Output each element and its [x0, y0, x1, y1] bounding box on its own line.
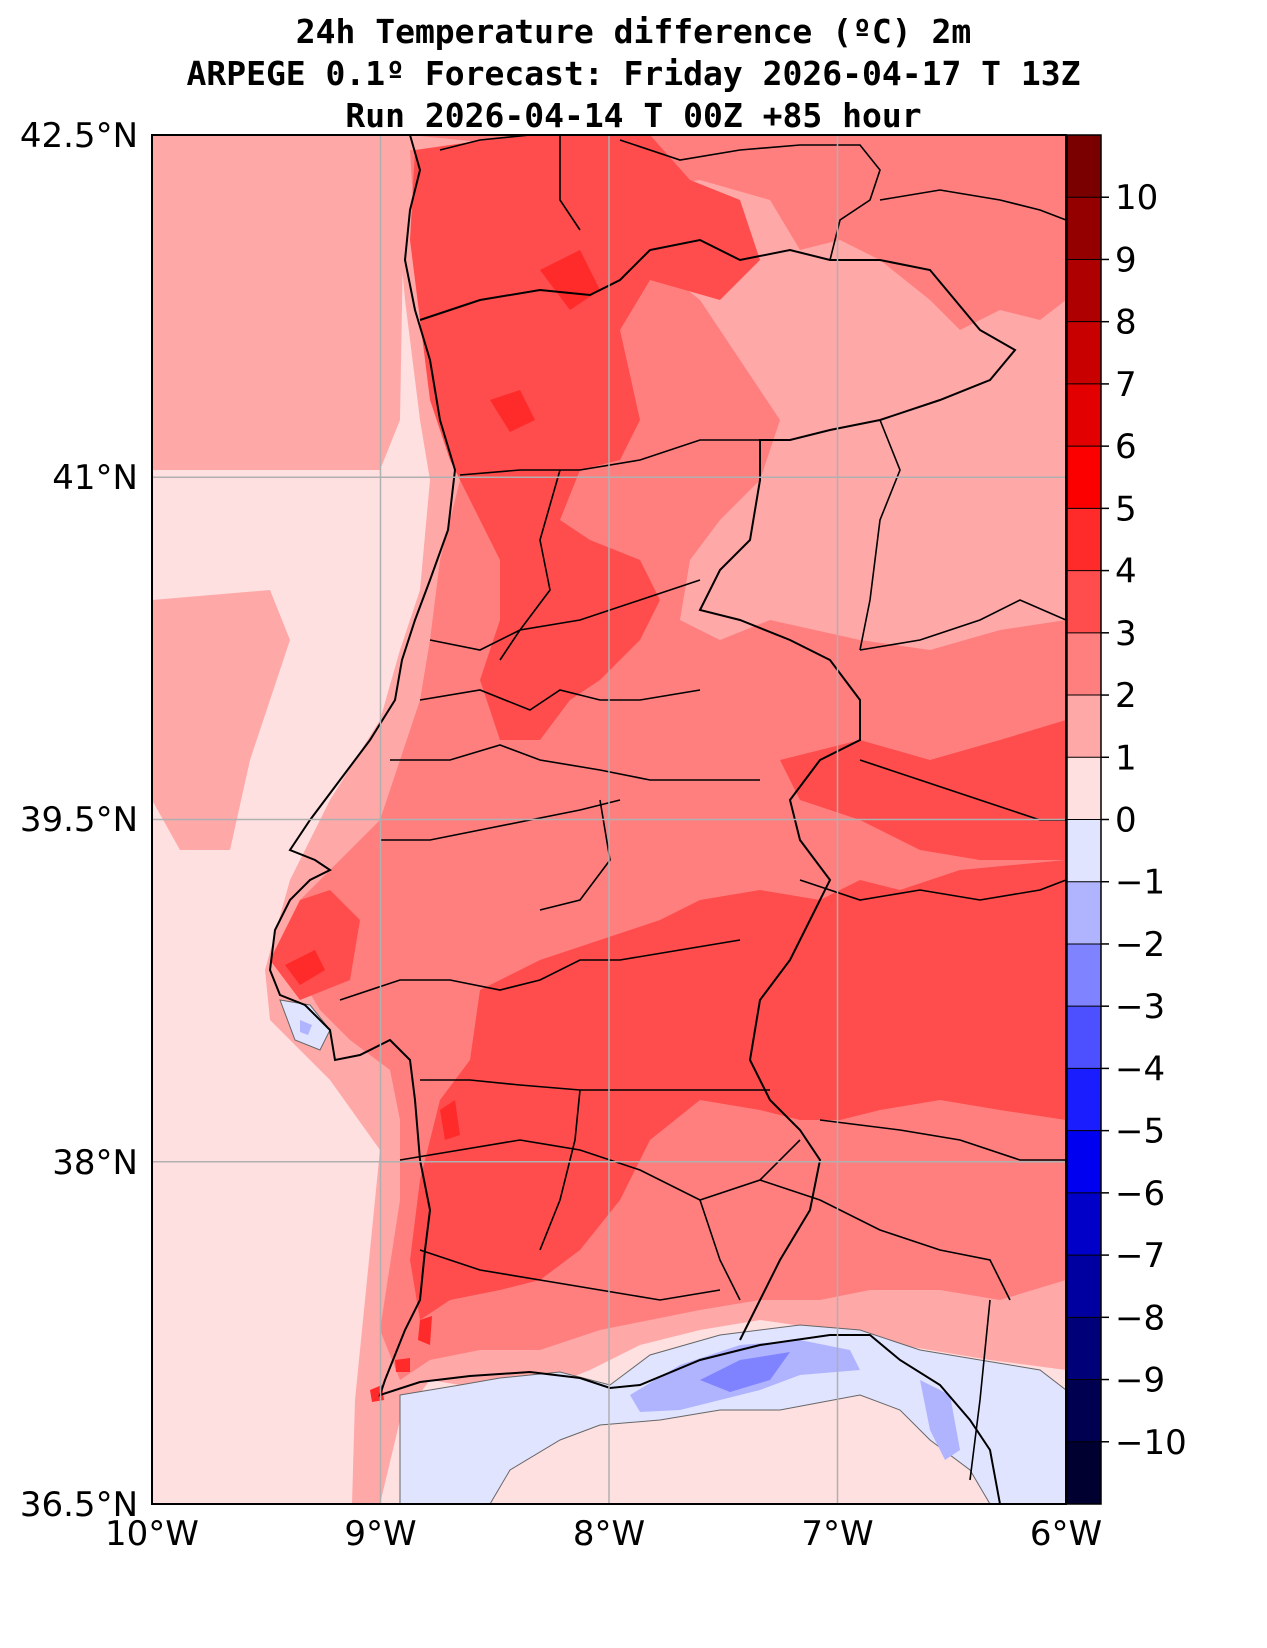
colorbar-label: −8 — [1115, 1298, 1165, 1338]
field-neg-1-2-east — [920, 1380, 960, 1460]
colorbar-label: −6 — [1115, 1174, 1165, 1214]
field-neg-2-3-south — [700, 1352, 790, 1392]
colorbar-band — [1067, 1379, 1101, 1443]
colorbar-label: 2 — [1115, 676, 1137, 716]
colorbar-band — [1067, 819, 1101, 883]
lat-label: 38°N — [52, 1143, 138, 1183]
lat-label: 39.5°N — [20, 800, 138, 840]
colorbar-label: 1 — [1115, 738, 1137, 778]
portugal-spain-border — [419, 238, 1017, 1341]
colorbar-label: −2 — [1115, 925, 1165, 965]
field-land-3-4-north — [410, 135, 760, 740]
colorbar-band — [1067, 1255, 1101, 1318]
colorbar-label: −10 — [1115, 1423, 1187, 1463]
colorbar-label: −9 — [1115, 1361, 1165, 1401]
map-title-line-1: 24h Temperature difference (ºC) 2m — [295, 12, 972, 51]
colorbar-label: −3 — [1115, 987, 1165, 1027]
gridlines — [152, 135, 1066, 1504]
lat-labels: 42.5°N 41°N 39.5°N 38°N 36.5°N — [20, 116, 138, 1525]
map-frame — [151, 134, 1067, 1505]
colorbar-label: 8 — [1115, 303, 1137, 343]
colorbar-label: 7 — [1115, 365, 1137, 405]
field-land-4-5-b — [490, 390, 535, 432]
colorbar-label: −7 — [1115, 1236, 1165, 1276]
map-title-line-3: Run 2026-04-14 T 00Z +85 hour — [345, 96, 922, 135]
colorbar-label: −4 — [1115, 1049, 1165, 1089]
colorbar-band — [1067, 1130, 1101, 1194]
field-land-3-4-east — [780, 720, 1066, 860]
field-land-4-5-d — [440, 1100, 460, 1140]
colorbar-band — [1067, 1068, 1101, 1132]
colorbar-band — [1067, 197, 1101, 260]
field-neg-0-1-south — [399, 1324, 1066, 1504]
colorbar-label: −1 — [1115, 863, 1165, 903]
map-title-line-2: ARPEGE 0.1º Forecast: Friday 2026-04-17 … — [186, 54, 1081, 93]
colorbar-band — [1067, 1317, 1101, 1381]
colorbar-band — [1067, 1441, 1101, 1505]
field-land-4-5-e — [418, 1316, 432, 1345]
field-land-4-5-g — [395, 1358, 410, 1372]
colorbar-band — [1067, 135, 1101, 198]
field-ocean-warm-west — [152, 590, 290, 850]
colorbar-label: 3 — [1115, 614, 1137, 654]
field-ocean-warm-north — [152, 135, 405, 470]
coastline — [268, 135, 1001, 1504]
lon-label: 10°W — [105, 1514, 199, 1554]
field-neg-lisbon-core — [300, 1020, 312, 1035]
lon-labels: 10°W 9°W 8°W 7°W 6°W — [105, 1514, 1102, 1554]
lat-label: 42.5°N — [20, 116, 138, 156]
colorbar-band — [1067, 1006, 1101, 1069]
colorbar-band — [1067, 881, 1101, 945]
colorbar-band — [1067, 508, 1101, 572]
lat-label: 41°N — [52, 458, 138, 498]
district-borders — [339, 419, 1066, 1481]
colorbar-band — [1067, 1192, 1101, 1256]
colorbar-band — [1067, 383, 1101, 447]
colorbar-frame — [1066, 134, 1102, 1505]
lon-label: 6°W — [1030, 1514, 1102, 1554]
colorbar-band — [1067, 570, 1101, 634]
colorbar-label: 10 — [1115, 178, 1158, 218]
colorbar-label: 0 — [1115, 801, 1137, 841]
colorbar-label: 6 — [1115, 427, 1137, 467]
colorbar-band — [1067, 321, 1101, 385]
colorbar-label: 9 — [1115, 240, 1137, 280]
colorbar-band — [1067, 632, 1101, 696]
field-land-4-5-c — [285, 950, 325, 985]
colorbar-label: 4 — [1115, 552, 1137, 592]
colorbar-label: −5 — [1115, 1112, 1165, 1152]
colorbar-label: 5 — [1115, 489, 1137, 529]
colorbar-band — [1067, 259, 1101, 323]
lat-label: 36.5°N — [20, 1485, 138, 1525]
north-border — [439, 135, 1066, 261]
lon-label: 9°W — [344, 1514, 416, 1554]
lon-label: 7°W — [801, 1514, 873, 1554]
colorbar-band — [1067, 757, 1101, 820]
colorbar-band — [1067, 943, 1101, 1007]
colorbar-band — [1067, 446, 1101, 509]
colorbar-band — [1067, 695, 1101, 758]
lon-label: 8°W — [573, 1514, 645, 1554]
